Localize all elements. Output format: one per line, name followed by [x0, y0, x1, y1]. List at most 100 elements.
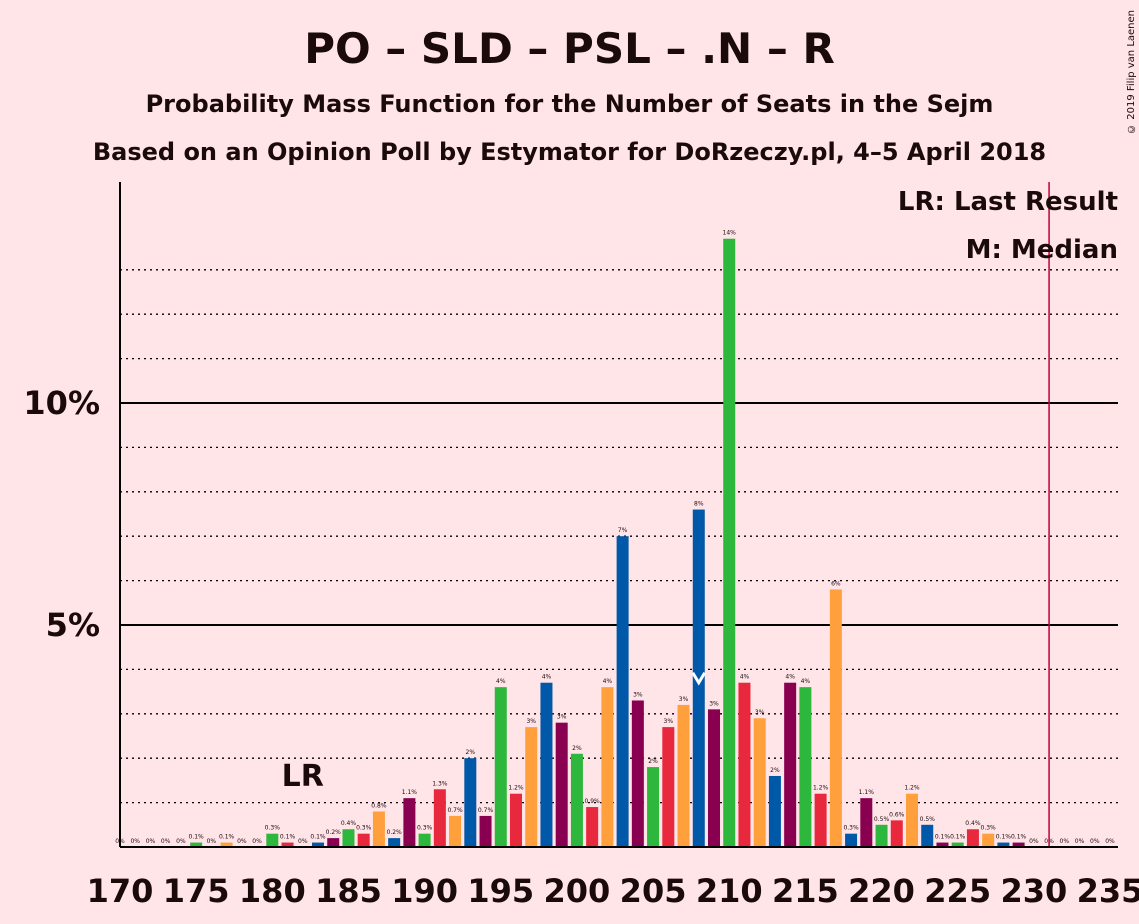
bar — [845, 833, 858, 847]
bar-value-label: 0.1% — [310, 834, 326, 841]
bar — [479, 815, 492, 847]
bar-value-label: 1.3% — [432, 780, 448, 787]
x-tick-label: 185 — [315, 872, 382, 910]
bars-layer — [190, 238, 1025, 848]
bar-value-label: 0.1% — [1011, 834, 1027, 841]
x-tick-label: 225 — [924, 872, 991, 910]
bar — [190, 842, 203, 847]
bar-value-label: 1.1% — [402, 789, 418, 796]
bar — [586, 807, 599, 847]
bar-value-label: 4% — [740, 674, 750, 681]
bar-value-label: 0.7% — [447, 807, 463, 814]
bar-value-label: 2% — [648, 758, 658, 765]
bar-value-label: 0.5% — [920, 816, 936, 823]
bar-value-label: 0% — [252, 838, 262, 845]
bar — [449, 815, 462, 847]
bar — [677, 704, 690, 847]
bar — [692, 509, 705, 847]
bar-value-label: 0.3% — [265, 825, 281, 832]
bar-value-label: 14% — [723, 230, 737, 237]
bar-value-label: 0.2% — [387, 829, 403, 836]
bar-value-label: 0% — [1075, 838, 1085, 845]
bar — [403, 798, 416, 847]
bar-value-label: 3% — [709, 700, 719, 707]
bar — [357, 833, 370, 847]
bar-value-label: 0.1% — [280, 834, 296, 841]
bar-value-label: 0% — [146, 838, 156, 845]
bar — [814, 793, 827, 847]
bar — [951, 842, 964, 847]
bar-value-label: 0% — [207, 838, 217, 845]
bar-value-label: 0% — [1060, 838, 1070, 845]
bar — [662, 727, 675, 847]
bar-value-label: 0% — [237, 838, 247, 845]
bar-value-label: 0.6% — [889, 811, 905, 818]
x-tick-label: 190 — [391, 872, 458, 910]
bar — [372, 811, 385, 847]
bar — [860, 798, 873, 847]
bar — [631, 700, 644, 847]
bar-value-label: 8% — [694, 501, 704, 508]
bar — [753, 718, 766, 847]
bar — [494, 687, 507, 847]
bar — [570, 753, 583, 847]
bar-value-label: 0% — [176, 838, 186, 845]
bar-value-label: 0.5% — [874, 816, 890, 823]
bar-value-label: 0.1% — [189, 834, 205, 841]
bar — [281, 842, 294, 847]
bar — [799, 687, 812, 847]
bar-value-label: 0.7% — [478, 807, 494, 814]
bar — [829, 589, 842, 847]
bar — [418, 833, 431, 847]
bar-value-label: 0.4% — [341, 820, 357, 827]
bar — [738, 682, 751, 847]
chart-title: PO – SLD – PSL – .N – R — [304, 24, 835, 73]
legend-last-result: LR: Last Result — [898, 187, 1118, 217]
bar — [982, 833, 995, 847]
y-tick-label: 5% — [46, 606, 100, 644]
bar-value-label: 1.1% — [859, 789, 875, 796]
bar-value-label: 4% — [785, 674, 795, 681]
bar — [266, 833, 279, 847]
bar — [1012, 842, 1025, 847]
bar — [220, 842, 233, 847]
bar — [388, 838, 401, 847]
bar-value-label: 1.2% — [904, 785, 920, 792]
last-result-marker: LR — [282, 759, 324, 794]
bar-value-label: 0.1% — [950, 834, 966, 841]
bar — [647, 767, 660, 847]
bar-value-label: 0.4% — [965, 820, 981, 827]
bar-value-label: 3% — [664, 718, 674, 725]
bar-value-label: 4% — [496, 678, 506, 685]
bar-value-label: 0% — [298, 838, 308, 845]
bar — [921, 824, 934, 847]
bar — [890, 820, 903, 847]
x-tick-label: 210 — [696, 872, 763, 910]
bar-value-label: 1.2% — [813, 785, 829, 792]
x-tick-label: 180 — [239, 872, 306, 910]
bar-value-label: 0% — [1029, 838, 1039, 845]
bar-value-label: 0% — [161, 838, 171, 845]
bar-value-label: 3% — [526, 718, 536, 725]
x-tick-label: 215 — [772, 872, 839, 910]
bar-value-label: 0.3% — [356, 825, 372, 832]
bar-value-label: 3% — [679, 696, 689, 703]
y-tick-label: 10% — [23, 384, 100, 422]
bar-value-label: 4% — [801, 678, 811, 685]
bar — [936, 842, 949, 847]
bar-value-label: 0.8% — [371, 802, 387, 809]
bar — [966, 829, 979, 847]
bar-value-label: 1.2% — [508, 785, 524, 792]
median-marker — [691, 671, 707, 686]
bar — [433, 789, 446, 847]
bar-value-label: 0.1% — [996, 834, 1012, 841]
bar — [540, 682, 553, 847]
x-tick-label: 230 — [1000, 872, 1067, 910]
bar-value-label: 4% — [603, 678, 613, 685]
bar — [723, 238, 736, 848]
bar-value-label: 3% — [633, 691, 643, 698]
bar-value-label: 0% — [1090, 838, 1100, 845]
x-tick-label: 170 — [87, 872, 154, 910]
bar — [768, 775, 781, 847]
